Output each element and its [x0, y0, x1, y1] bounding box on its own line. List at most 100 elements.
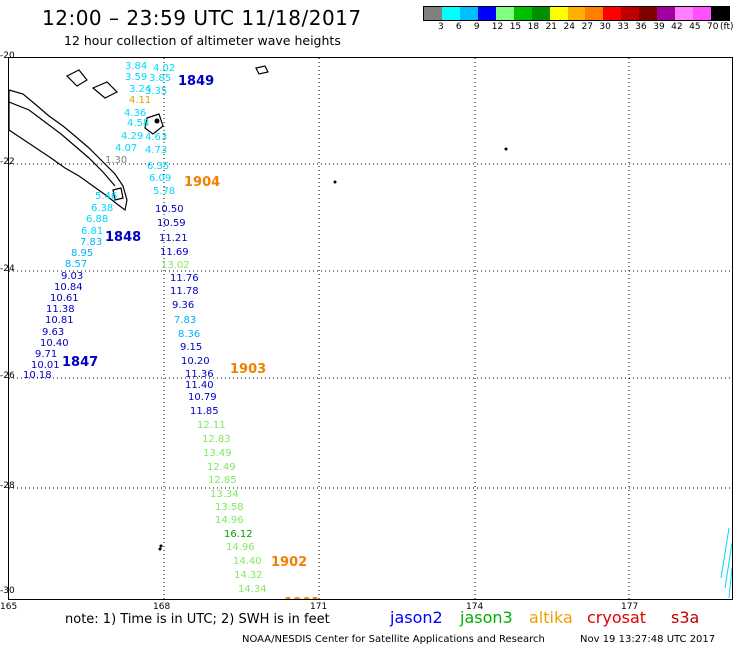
color-scale-swatches [423, 6, 730, 21]
map-canvas: 3.84 4.02 3.59 3.853.243.354.11 4.364.58 4.29… [9, 58, 732, 599]
scale-label: 6 [455, 22, 462, 32]
lon-label: 177 [621, 602, 639, 612]
track-time-label: 1901 [284, 596, 320, 599]
wave-height-value: 3.35 [145, 86, 167, 97]
scale-label: 27 [581, 22, 593, 32]
lon-label: 165 [0, 602, 18, 612]
wave-height-value: 14.40 [233, 556, 262, 567]
track-time-label: 1904 [184, 175, 220, 190]
island [333, 180, 337, 184]
wave-height-value: 6.81 [81, 226, 103, 237]
coastline [9, 65, 269, 212]
wave-height-value: 6.88 [86, 214, 108, 225]
scale-swatch [441, 7, 460, 20]
wave-height-value: 4.73 [145, 145, 167, 156]
lon-label: 171 [310, 602, 328, 612]
wave-height-value: 12.49 [207, 462, 236, 473]
wave-height-value: 4.36 [124, 108, 146, 119]
wave-height-value: 12.11 [197, 420, 226, 431]
wave-height-value: 8.57 [65, 259, 87, 270]
wave-height-value: 11.76 [170, 273, 199, 284]
legend-jason2: jason2 [390, 608, 443, 627]
edge-track-line [728, 567, 732, 599]
footer-note: note: 1) Time is in UTC; 2) SWH is in fe… [65, 612, 330, 627]
island [255, 65, 269, 75]
timestamp-text: Nov 19 13:27:48 UTC 2017 [580, 634, 716, 645]
wave-height-value: 10.40 [40, 338, 69, 349]
wave-height-value: 10.59 [157, 218, 186, 229]
wave-height-value: 7.83 [80, 237, 102, 248]
wave-height-value: 4.07 [115, 143, 137, 154]
map-panel[interactable]: 3.84 4.02 3.59 3.85 3.24 3.35 4.11 4.36 4.58 4.29… [8, 57, 733, 600]
wave-height-value: 9.15 [180, 342, 202, 353]
wave-height-value: 9.36 [172, 300, 194, 311]
scale-label: 30 [599, 22, 611, 32]
scale-label: 42 [671, 22, 683, 32]
wave-height-value: 5.46 [95, 191, 117, 202]
lat-label: -22 [0, 157, 15, 167]
wave-height-value: 10.61 [50, 293, 79, 304]
wave-height-value: 4.29 [121, 131, 143, 142]
wave-height-value: 16.12 [224, 529, 253, 540]
scale-swatch [603, 7, 622, 20]
track-time-label: 1902 [271, 555, 307, 570]
wave-height-value: 10.50 [155, 204, 184, 215]
wave-height-value: 11.78 [170, 286, 199, 297]
wave-height-value: 10.81 [45, 315, 74, 326]
edge-track [720, 527, 732, 599]
track-time-label: 1903 [230, 362, 266, 377]
scale-label: 70 [707, 22, 719, 32]
wave-height-value: 1.30 [105, 155, 127, 166]
wave-height-value: 13.58 [215, 502, 244, 513]
scale-label: 21 [545, 22, 558, 32]
wave-height-value: 3.85 [149, 73, 171, 84]
wave-height-value: 9.63 [42, 327, 64, 338]
color-scale: 3 6 9 12 15 18 21 24 27 30 33 36 39 42 45 70 (ft) [423, 6, 734, 32]
wave-height-value: 4.63 [145, 132, 167, 143]
wave-height-value: 12.83 [202, 434, 231, 445]
scale-swatch [621, 7, 640, 20]
wave-height-value: 6.09 [149, 173, 171, 184]
wave-height-value: 11.47 [237, 598, 266, 599]
wave-height-value: 10.01 [31, 360, 60, 371]
wave-height-value: 4.02 [153, 63, 175, 74]
wave-height-value: 4.58 [127, 118, 149, 129]
scale-label: 36 [635, 22, 647, 32]
scale-label: 18 [527, 22, 540, 32]
wave-height-value: 4.11 [129, 95, 151, 106]
wave-height-value: 7.83 [174, 315, 196, 326]
scale-label: 15 [509, 22, 522, 32]
track-time-label: 1848 [105, 230, 141, 245]
wave-height-value: 3.59 [125, 72, 147, 83]
wave-height-value: 11.36 [185, 369, 214, 380]
scale-swatch [459, 7, 478, 20]
edge-track-line [720, 527, 730, 579]
island [504, 147, 508, 151]
wave-height-value: 13.02 [161, 260, 190, 271]
wave-height-value: 12.85 [208, 475, 237, 486]
track-time-label: 1849 [178, 74, 214, 89]
wave-height-value: 10.79 [188, 392, 217, 403]
scale-swatch [639, 7, 658, 20]
scale-label: (ft) [720, 22, 734, 32]
wave-height-value: 5.78 [153, 186, 175, 197]
wave-height-value: 8.95 [71, 248, 93, 259]
scale-swatch [675, 7, 694, 20]
wave-height-value: 14.96 [226, 542, 255, 553]
island [154, 118, 160, 124]
color-scale-labels: 3 6 9 12 15 18 21 24 27 30 33 36 39 42 45 70 (ft) [423, 22, 740, 36]
scale-swatch [567, 7, 586, 20]
scale-label: 33 [617, 22, 629, 32]
wave-height-value: 14.34 [238, 584, 267, 595]
legend-altika: altika [529, 608, 573, 627]
wave-height-value: 6.38 [91, 203, 113, 214]
wave-height-value: 10.18 [23, 370, 52, 381]
wave-height-value: 3.84 [125, 61, 147, 72]
island [65, 69, 88, 87]
lat-label: -20 [0, 51, 15, 61]
wave-height-value: 9.03 [61, 271, 83, 282]
island [158, 547, 162, 551]
scale-label: 9 [473, 22, 480, 32]
scale-label: 24 [563, 22, 575, 32]
page-subtitle: 12 hour collection of altimeter wave hei… [64, 33, 341, 48]
